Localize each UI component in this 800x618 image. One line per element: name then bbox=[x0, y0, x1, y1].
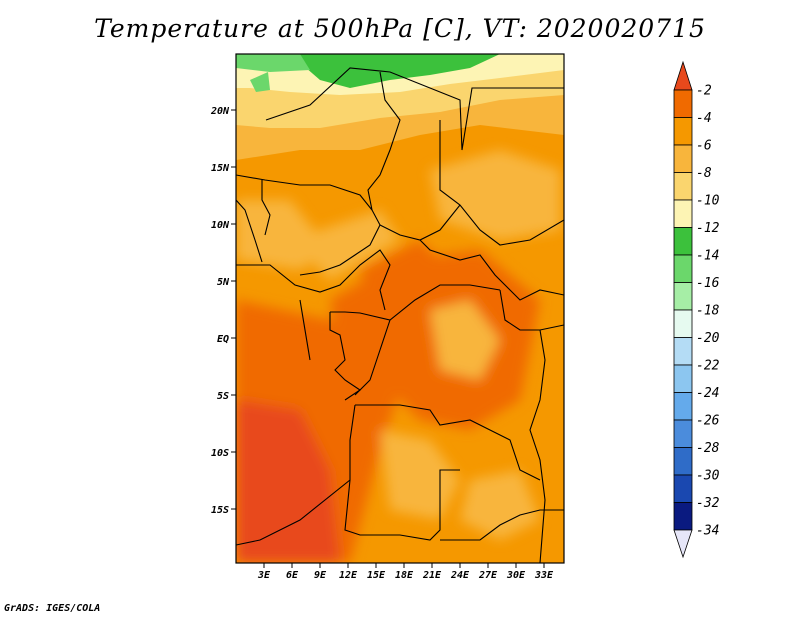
colorbar-labels: -2 -4 -6 -8 -10 -12 -14 -16 -18 -20 -22 … bbox=[696, 84, 720, 539]
colorbar-label: -2 bbox=[696, 84, 712, 99]
lon-label: 12E bbox=[339, 570, 358, 581]
colorbar-swatch bbox=[673, 199, 693, 228]
colorbar-swatch bbox=[673, 60, 693, 91]
lat-label: 15S bbox=[211, 505, 229, 516]
colorbar: -2 -4 -6 -8 -10 -12 -14 -16 -18 -20 -22 … bbox=[673, 60, 720, 559]
colorbar-swatch bbox=[673, 227, 693, 256]
lat-label: 15N bbox=[211, 163, 230, 174]
lon-label: 33E bbox=[534, 570, 554, 581]
colorbar-label: -14 bbox=[696, 249, 719, 264]
colorbar-swatch bbox=[673, 309, 693, 338]
colorbar-label: -32 bbox=[696, 496, 720, 511]
colorbar-label: -16 bbox=[696, 276, 720, 291]
colorbar-label: -18 bbox=[696, 304, 720, 319]
colorbar-swatches bbox=[673, 60, 693, 559]
lat-label: 20N bbox=[210, 106, 230, 117]
lon-label: 27E bbox=[478, 570, 498, 581]
colorbar-swatch bbox=[673, 447, 693, 476]
colorbar-label: -34 bbox=[696, 524, 719, 539]
colorbar-label: -24 bbox=[696, 386, 719, 401]
colorbar-label: -6 bbox=[696, 139, 712, 154]
colorbar-label: -10 bbox=[696, 194, 720, 209]
colorbar-swatch bbox=[673, 89, 693, 118]
lat-label: 5S bbox=[217, 391, 229, 402]
lat-label: 10S bbox=[211, 448, 229, 459]
lon-label: 15E bbox=[367, 570, 386, 581]
lon-label: 18E bbox=[395, 570, 414, 581]
lat-labels: 20N 15N 10N 5N EQ 5S 10S 15S bbox=[210, 106, 230, 516]
colorbar-swatch bbox=[673, 117, 693, 146]
colorbar-swatch bbox=[673, 529, 693, 559]
colorbar-label: -20 bbox=[696, 331, 720, 346]
colorbar-swatch bbox=[673, 419, 693, 448]
lon-label: 9E bbox=[314, 570, 327, 581]
colorbar-label: -8 bbox=[696, 166, 712, 181]
colorbar-label: -22 bbox=[696, 359, 720, 374]
colorbar-swatch bbox=[673, 474, 693, 503]
colorbar-swatch bbox=[673, 254, 693, 283]
colorbar-swatch bbox=[673, 364, 693, 393]
colorbar-swatch bbox=[673, 282, 693, 311]
lat-label: 5N bbox=[217, 277, 230, 288]
colorbar-label: -12 bbox=[696, 221, 720, 236]
colorbar-swatch bbox=[673, 172, 693, 201]
colorbar-label: -26 bbox=[696, 414, 720, 429]
lon-label: 3E bbox=[257, 570, 271, 581]
lon-ticks bbox=[263, 563, 545, 568]
map-frame bbox=[235, 53, 565, 564]
software-credit: GrADS: IGES/COLA bbox=[4, 603, 101, 614]
colorbar-swatch bbox=[673, 392, 693, 421]
lon-labels: 3E 6E 9E 12E 15E 18E 21E 24E 27E 30E 33E bbox=[257, 570, 554, 581]
lon-label: 24E bbox=[450, 570, 470, 581]
lat-ticks bbox=[231, 109, 236, 510]
colorbar-swatch bbox=[673, 502, 693, 531]
colorbar-label: -4 bbox=[696, 111, 712, 126]
lat-label: 10N bbox=[211, 220, 230, 231]
lon-label: 30E bbox=[506, 570, 526, 581]
colorbar-swatch bbox=[673, 144, 693, 173]
colorbar-label: -30 bbox=[696, 469, 720, 484]
colorbar-label: -28 bbox=[696, 441, 720, 456]
lon-label: 6E bbox=[286, 570, 299, 581]
chart-title: Temperature at 500hPa [C], VT: 202002071… bbox=[94, 14, 706, 43]
temperature-field bbox=[236, 54, 564, 563]
lon-label: 21E bbox=[422, 570, 442, 581]
lat-label: EQ bbox=[217, 334, 229, 345]
country-borders bbox=[236, 67, 564, 563]
colorbar-swatch bbox=[673, 337, 693, 366]
